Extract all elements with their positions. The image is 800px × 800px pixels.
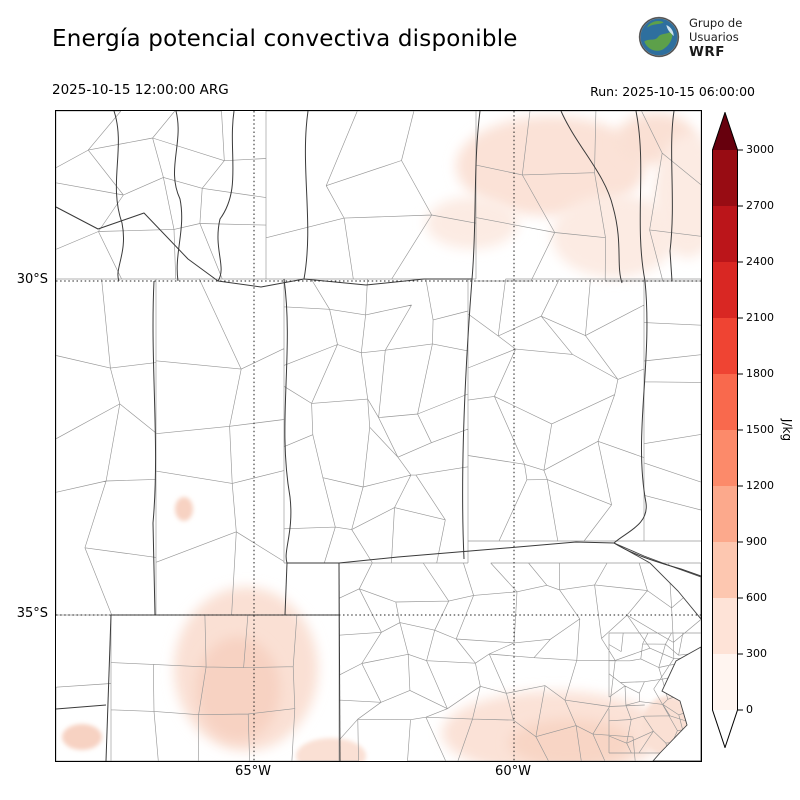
lat-tick-35s: 35°S [16, 606, 48, 621]
lon-tick-65w: 65°W [235, 764, 271, 779]
colorbar-tick: 1800 [746, 367, 774, 380]
rio-de-la-plata [613, 542, 701, 620]
logo-line3: WRF [689, 43, 726, 60]
lon-tick-60w: 60°W [495, 764, 531, 779]
colorbar [712, 110, 746, 750]
colorbar-unit-label: J/kg [780, 418, 794, 442]
colorbar-tick: 300 [746, 647, 767, 660]
atlantic-coast [652, 646, 701, 761]
wrf-users-group-logo: Grupo de Usuarios WRF [636, 14, 742, 64]
lat-tick-30s: 30°S [16, 272, 48, 287]
logo-line1: Grupo de [689, 16, 743, 31]
colorbar-tick: 1200 [746, 479, 774, 492]
plot-title: Energía potencial convectiva disponible [52, 26, 518, 52]
cape-shading-low [62, 113, 701, 761]
colorbar-tick: 0 [746, 703, 753, 716]
colorbar-tick: 900 [746, 535, 767, 548]
colorbar-tick: 2100 [746, 311, 774, 324]
colorbar-tick: 600 [746, 591, 767, 604]
run-time-label: Run: 2025-10-15 06:00:00 [590, 84, 755, 99]
province-boundaries [56, 111, 701, 761]
valid-time-label: 2025-10-15 12:00:00 ARG [52, 82, 229, 98]
colorbar-tick: 1500 [746, 423, 774, 436]
map-canvas [55, 110, 702, 762]
logo-line2: Usuarios [689, 30, 739, 45]
globe-icon [636, 14, 682, 64]
colorbar-tick: 2700 [746, 199, 774, 212]
colorbar-tick: 3000 [746, 143, 774, 156]
colorbar-tick: 2400 [746, 255, 774, 268]
graticule [56, 111, 701, 761]
